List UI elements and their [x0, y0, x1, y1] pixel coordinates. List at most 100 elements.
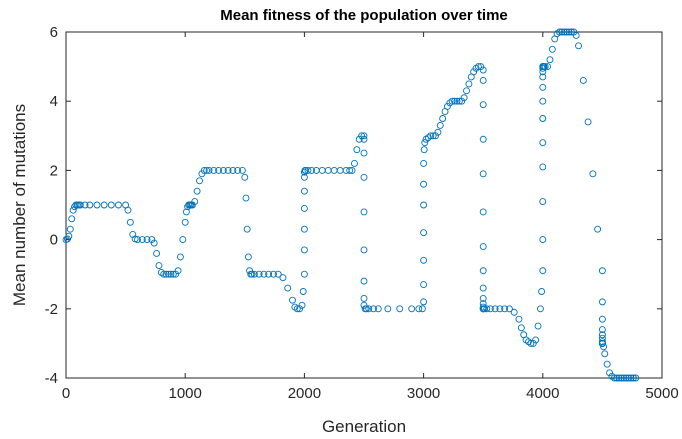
data-point [479, 267, 487, 275]
data-point [360, 294, 368, 302]
data-point [429, 132, 437, 140]
data-point [479, 170, 487, 178]
data-point [172, 270, 180, 278]
y-tick-label: -4 [45, 370, 58, 387]
data-point [610, 374, 618, 382]
data-point [93, 201, 101, 209]
data-point [451, 97, 459, 105]
data-point [167, 270, 175, 278]
data-point [384, 305, 392, 313]
data-point [606, 369, 614, 377]
data-point [448, 97, 456, 105]
y-tick-label: -2 [45, 301, 58, 318]
data-point [360, 301, 368, 309]
data-point [360, 173, 368, 181]
data-point [479, 243, 487, 250]
data-point [242, 194, 250, 202]
data-point [351, 160, 358, 167]
y-axis-label: Mean number of mutations [10, 104, 29, 306]
data-point [539, 83, 547, 91]
data-point [420, 256, 428, 264]
y-tick-label: 6 [50, 24, 58, 41]
data-point [598, 326, 606, 334]
data-point [565, 28, 573, 36]
data-point [420, 180, 428, 188]
data-point [234, 166, 242, 174]
x-tick-label: 0 [62, 385, 70, 402]
data-point [200, 166, 208, 174]
data-point [515, 315, 523, 323]
data-point [434, 128, 442, 136]
data-point [453, 97, 461, 105]
data-point [360, 132, 368, 140]
data-point [274, 270, 282, 278]
data-point [365, 305, 373, 313]
data-point [162, 270, 170, 278]
data-point [420, 160, 428, 167]
data-point [510, 308, 518, 316]
data-point [66, 225, 74, 233]
data-point [300, 187, 308, 195]
data-point [479, 101, 487, 109]
data-point [182, 208, 190, 216]
data-point [174, 267, 182, 275]
data-point [148, 236, 156, 244]
data-point [598, 334, 606, 342]
data-point [289, 296, 296, 304]
data-point [300, 225, 308, 233]
x-tick-label: 2000 [288, 385, 321, 402]
data-point [538, 288, 546, 295]
data-point [479, 303, 487, 311]
data-point [330, 166, 338, 174]
data-point [458, 97, 466, 105]
data-point [248, 270, 256, 278]
data-points [62, 28, 640, 382]
data-point [255, 270, 263, 278]
data-point [191, 198, 199, 205]
data-point [296, 305, 304, 313]
data-point [396, 305, 404, 313]
data-point [370, 305, 377, 313]
data-point [615, 374, 623, 382]
data-point [155, 262, 163, 269]
data-point [181, 218, 189, 226]
data-point [496, 305, 504, 313]
data-point [534, 322, 542, 330]
data-point [474, 63, 482, 71]
data-point [600, 343, 608, 351]
x-axis-label: Generation [322, 417, 406, 436]
data-point [114, 201, 122, 209]
data-point [65, 232, 73, 240]
data-point [622, 374, 630, 382]
data-point [124, 206, 132, 214]
data-point [517, 324, 525, 332]
x-tick-label: 4000 [526, 385, 559, 402]
data-point [243, 225, 251, 233]
data-point [279, 274, 287, 282]
data-point [479, 76, 487, 84]
data-point [539, 97, 547, 105]
data-point [603, 360, 611, 368]
data-point [613, 374, 621, 382]
x-tick-label: 5000 [645, 385, 678, 402]
data-point [355, 135, 363, 143]
data-point [584, 118, 592, 126]
plot-area-frame [65, 31, 663, 379]
data-point [470, 68, 478, 76]
data-point [420, 146, 428, 154]
data-point [443, 102, 451, 110]
data-point [479, 284, 487, 292]
data-point [284, 284, 292, 292]
data-point [298, 301, 306, 309]
data-point [479, 208, 487, 216]
data-point [250, 270, 258, 278]
y-axis-ticks: -4 -2 0 2 4 6 [45, 24, 662, 387]
data-point [618, 374, 625, 382]
data-point [196, 177, 203, 185]
data-point [198, 170, 206, 178]
data-point [460, 94, 468, 102]
data-point [546, 56, 554, 64]
data-point [575, 42, 583, 50]
data-point [532, 336, 540, 344]
data-point [579, 76, 587, 84]
